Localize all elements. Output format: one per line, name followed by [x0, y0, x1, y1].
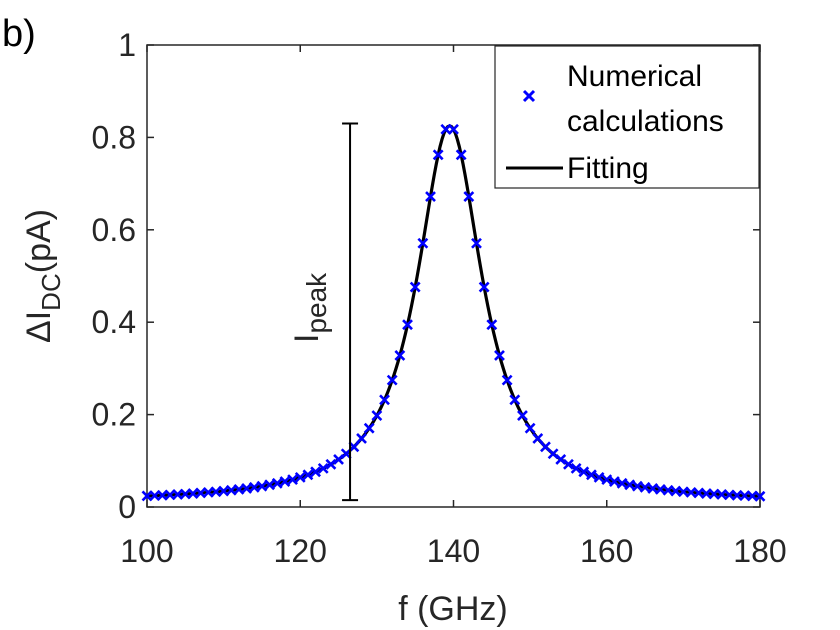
data-point — [593, 471, 605, 483]
peak-label-sub: peak — [301, 272, 332, 334]
panel-label: b) — [2, 13, 36, 55]
y-axis-title: ΔIDC(pA) — [20, 209, 66, 343]
data-point — [501, 374, 513, 386]
data-point — [271, 477, 283, 489]
data-point — [555, 454, 567, 465]
y-tick-label: 0.8 — [92, 119, 136, 155]
y-tick-label: 1 — [118, 27, 136, 63]
data-point — [409, 281, 421, 293]
svg-text:Ipeak: Ipeak — [288, 272, 332, 343]
legend-marker-x — [522, 89, 536, 103]
data-point — [379, 394, 390, 406]
data-point — [310, 466, 321, 478]
data-point — [302, 469, 314, 481]
x-tick-label: 160 — [580, 533, 633, 569]
data-point — [294, 471, 306, 483]
data-point — [363, 422, 375, 434]
legend-box — [494, 45, 760, 189]
data-point — [463, 191, 475, 202]
data-point — [524, 422, 536, 434]
data-point — [425, 191, 436, 202]
peak-annotation: Ipeak — [288, 122, 359, 502]
data-point — [325, 458, 337, 470]
y-tick-label: 0.4 — [92, 304, 136, 340]
legend-label-numerical-line2: calculations — [567, 105, 724, 138]
data-point — [547, 448, 559, 460]
data-point — [356, 433, 367, 444]
numerical-series — [141, 123, 766, 502]
y-tick-label: 0.2 — [92, 397, 136, 433]
y-tick-label: 0 — [118, 489, 136, 525]
x-tick-label: 100 — [120, 533, 173, 569]
data-point — [287, 474, 299, 486]
x-axis-title: f (GHz) — [398, 590, 508, 628]
data-point — [624, 479, 636, 491]
data-point — [317, 462, 329, 474]
x-tick-label: 140 — [427, 533, 480, 569]
legend-label-fitting: Fitting — [567, 152, 649, 185]
svg-text:ΔIDC(pA): ΔIDC(pA) — [20, 209, 66, 343]
y-tick-label: 0.6 — [92, 212, 136, 248]
data-point — [279, 476, 291, 487]
x-axis: 100 120 140 160 180 — [120, 45, 787, 569]
data-point — [478, 281, 490, 293]
data-point — [586, 469, 597, 481]
data-point — [386, 374, 398, 386]
data-point — [494, 350, 505, 361]
data-point — [517, 410, 528, 421]
data-point — [570, 462, 582, 474]
data-point — [578, 466, 590, 478]
data-point — [394, 350, 406, 361]
y-axis-title-subscript: DC — [36, 273, 66, 311]
data-point — [616, 477, 628, 489]
y-axis-title-unit: (pA) — [20, 209, 58, 273]
data-point — [371, 410, 383, 421]
data-point — [486, 319, 498, 331]
peak-label-main: I — [288, 334, 326, 343]
legend-label-numerical-line1: Numerical — [567, 60, 702, 93]
y-axis: 0 0.2 0.4 0.6 0.8 1 — [92, 27, 760, 525]
data-point — [333, 454, 344, 465]
data-point — [532, 433, 544, 444]
data-point — [402, 319, 413, 331]
y-axis-title-main: I — [20, 311, 58, 320]
legend: Numerical calculations Fitting — [494, 45, 760, 189]
data-point — [432, 149, 444, 161]
data-point — [455, 149, 467, 161]
data-point — [264, 479, 276, 491]
y-axis-title-delta: Δ — [20, 320, 58, 343]
data-point — [448, 123, 459, 135]
data-point — [563, 458, 574, 470]
data-point — [471, 237, 482, 249]
data-point — [417, 237, 429, 249]
data-point — [256, 480, 268, 492]
data-point — [608, 476, 620, 487]
peak-label: Ipeak — [288, 272, 332, 343]
x-tick-label: 180 — [733, 533, 786, 569]
data-point — [754, 490, 766, 502]
data-point — [601, 474, 613, 486]
data-point — [509, 394, 521, 406]
x-tick-label: 120 — [274, 533, 327, 569]
